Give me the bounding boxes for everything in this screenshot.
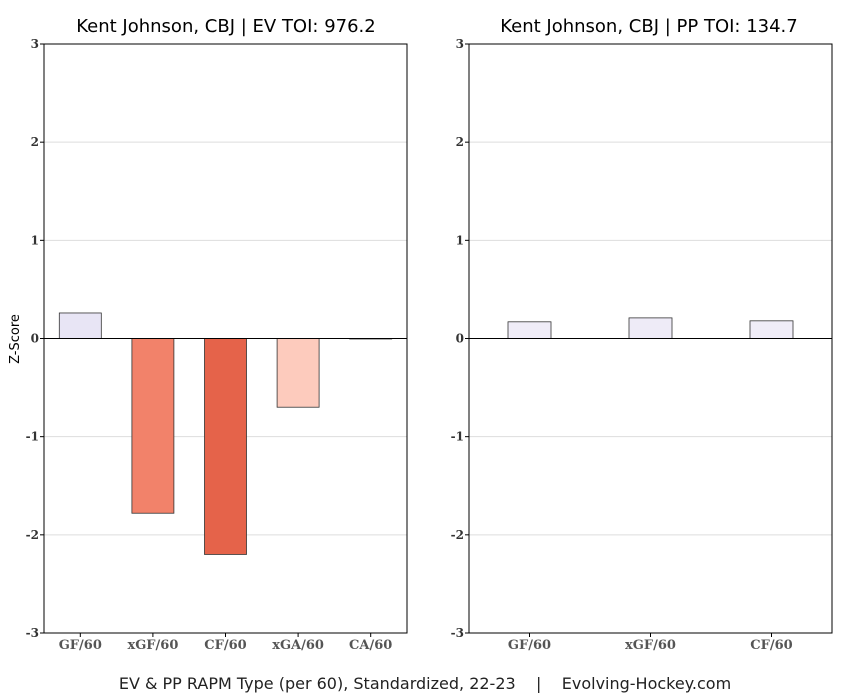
pp-y-tick-label: -1 xyxy=(451,430,464,444)
pp-x-ticks: GF/60 xGF/60 CF/60 xyxy=(508,633,793,653)
ev-bar-xga-60 xyxy=(276,338,320,408)
pp-y-tick-label: 1 xyxy=(456,233,464,247)
pp-x-tick-label: GF/60 xyxy=(508,638,551,653)
ev-y-tick-label: 3 xyxy=(31,37,39,51)
ev-y-ticks: 3 2 1 0 -1 -2 -3 xyxy=(26,37,44,640)
ev-chart-title: Kent Johnson, CBJ | EV TOI: 976.2 xyxy=(76,16,375,37)
ev-bar-xgf-60 xyxy=(131,338,175,514)
ev-y-tick-label: -2 xyxy=(26,528,39,542)
pp-bars xyxy=(469,317,832,339)
ev-bars xyxy=(44,312,407,555)
ev-bar-gf-60 xyxy=(58,312,102,339)
pp-x-tick-label: CF/60 xyxy=(750,638,792,653)
ev-plot-frame xyxy=(43,43,408,634)
ev-y-tick-label: 2 xyxy=(31,135,39,149)
ev-y-tick-label: -3 xyxy=(26,626,39,640)
ev-bar-cf-60 xyxy=(204,338,247,555)
ev-x-tick-label: CA/60 xyxy=(349,638,392,653)
pp-y-ticks: 3 2 1 0 -1 -2 -3 xyxy=(451,37,469,640)
ev-y-tick-label: -1 xyxy=(26,430,39,444)
figure-caption: EV & PP RAPM Type (per 60), Standardized… xyxy=(119,674,731,693)
ev-x-ticks: GF/60 xGF/60 CF/60 xGA/60 CA/60 xyxy=(59,633,392,653)
pp-bar-xgf-60 xyxy=(628,317,673,339)
ev-x-tick-label: xGA/60 xyxy=(272,638,324,653)
pp-chart-panel: Kent Johnson, CBJ | PP TOI: 134.7 3 2 1 0 -1… xyxy=(451,16,833,653)
ev-x-tick-label: xGF/60 xyxy=(127,638,178,653)
pp-y-tick-label: 3 xyxy=(456,37,464,51)
ev-y-tick-label: 0 xyxy=(31,332,39,346)
ev-x-tick-label: GF/60 xyxy=(59,638,102,653)
pp-y-tick-label: -2 xyxy=(451,528,464,542)
pp-bar-cf-60 xyxy=(749,320,794,339)
ev-x-tick-label: CF/60 xyxy=(204,638,246,653)
pp-x-tick-label: xGF/60 xyxy=(625,638,676,653)
pp-y-tick-label: 2 xyxy=(456,135,464,149)
ev-y-tick-label: 1 xyxy=(31,233,39,247)
ev-chart-panel: Kent Johnson, CBJ | EV TOI: 976.2 Z-Scor… xyxy=(8,16,408,653)
pp-bar-gf-60 xyxy=(507,321,552,339)
pp-chart-title: Kent Johnson, CBJ | PP TOI: 134.7 xyxy=(500,16,798,37)
y-axis-title: Z-Score xyxy=(8,314,23,364)
pp-y-tick-label: -3 xyxy=(451,626,464,640)
pp-plot-frame xyxy=(468,43,833,634)
pp-y-tick-label: 0 xyxy=(456,332,464,346)
